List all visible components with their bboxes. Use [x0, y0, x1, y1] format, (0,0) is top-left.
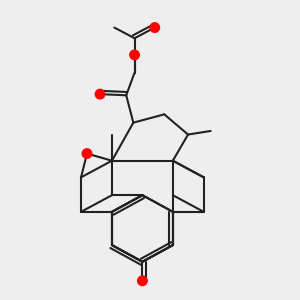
Circle shape: [95, 89, 105, 99]
Circle shape: [150, 23, 160, 32]
Circle shape: [82, 149, 92, 158]
Circle shape: [130, 50, 139, 60]
Circle shape: [138, 276, 147, 286]
